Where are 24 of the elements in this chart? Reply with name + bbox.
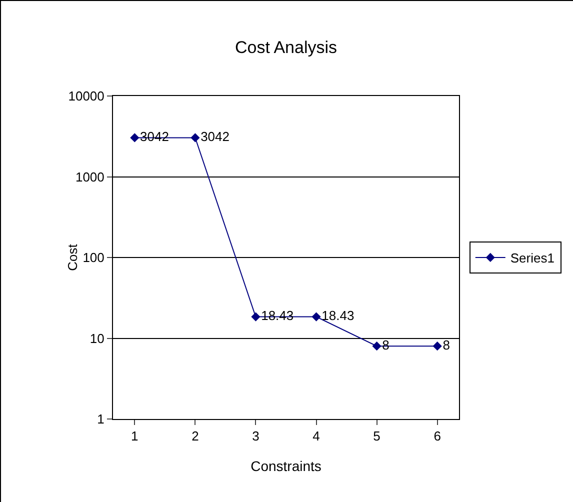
data-label: 3042 <box>200 128 230 144</box>
x-tick-label: 4 <box>312 428 320 444</box>
y-tick-label: 1000 <box>75 169 104 184</box>
y-axis-title: Cost <box>65 244 80 271</box>
x-tick-label: 2 <box>192 428 199 444</box>
legend-label: Series1 <box>510 250 554 266</box>
point <box>312 312 321 322</box>
point <box>251 312 260 322</box>
point <box>130 133 140 142</box>
x-axis-title: Constraints <box>250 458 322 474</box>
x-tick-label: 3 <box>252 428 260 444</box>
point <box>432 342 442 351</box>
y-tick-label: 1 <box>97 412 104 427</box>
data-label: 8 <box>442 337 450 352</box>
x-tick-label: 1 <box>131 428 138 444</box>
x-tick-label: 5 <box>373 428 380 444</box>
x-tick-label: 6 <box>434 428 441 444</box>
y-tick-label: 10000 <box>68 88 104 104</box>
data-label: 18.43 <box>322 308 354 324</box>
y-tick-label: 100 <box>82 250 104 266</box>
chart-title: Cost Analysis <box>234 38 338 58</box>
y-tick-label: 10 <box>90 330 104 346</box>
point <box>190 133 200 142</box>
point <box>372 342 382 351</box>
